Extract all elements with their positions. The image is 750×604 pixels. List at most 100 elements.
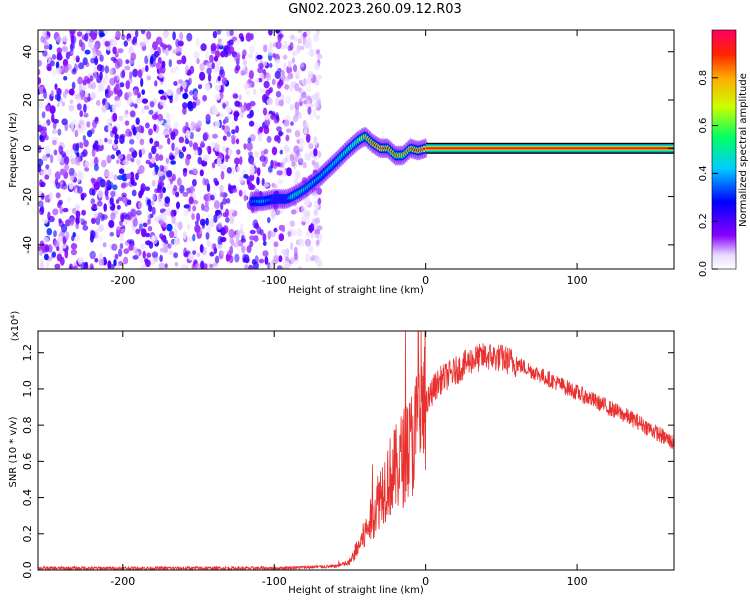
spectrogram-noise-cell — [122, 159, 129, 166]
spectrogram-noise-cell — [176, 59, 183, 65]
spectrogram-noise-cell — [234, 253, 240, 263]
spectrogram-noise-cell — [303, 122, 310, 130]
spectrogram-noise-cell — [258, 126, 264, 133]
snr-ticks: -200 -100 0 100 0.0 0.2 0.4 0.6 0.8 1.0 1.2 — [21, 331, 674, 588]
spectrogram-noise-cell — [51, 251, 57, 258]
snr-y-tick-label: 0.6 — [21, 453, 34, 471]
spectrogram-noise-cell — [240, 70, 246, 76]
spectrogram-noise-cell — [55, 192, 61, 199]
spectrogram-noise-cell — [242, 190, 247, 196]
spectrogram-noise-cell — [94, 116, 99, 122]
spectrogram-noise-cell — [285, 256, 290, 262]
spectrogram-noise-cell — [290, 209, 297, 215]
spectrogram-noise-cell — [315, 49, 321, 55]
spectrogram-noise-cell — [164, 239, 169, 245]
spectrogram-noise-cell — [158, 154, 164, 161]
spectrogram-noise-cell — [194, 224, 201, 233]
spectrogram-noise-cell — [104, 169, 111, 178]
spectrogram-noise-cell — [218, 152, 223, 157]
spectrogram-noise-cell — [110, 56, 117, 62]
spectrogram-noise-cell — [286, 167, 292, 177]
spectrogram-noise-cell — [273, 255, 279, 265]
spectrogram-noise-cell — [249, 184, 256, 191]
spectrogram-noise-cell — [194, 263, 201, 269]
spectrogram-noise-cell — [157, 144, 163, 150]
spectrogram-noise-cell — [193, 200, 199, 205]
spectrogram-noise-cell — [206, 145, 210, 152]
spectrogram-noise-cell — [111, 243, 118, 251]
spectrogram-noise-cell — [96, 234, 104, 242]
spectrogram-noise-cell — [118, 115, 124, 122]
spectrogram-noise-cell — [246, 175, 250, 185]
spectrogram-noise-cell — [158, 89, 165, 95]
snr-line-layer — [38, 331, 674, 570]
spectrogram-noise-cell — [256, 54, 263, 60]
spectrogram-noise-cell — [80, 124, 86, 133]
spectrogram-noise-cell — [278, 33, 284, 39]
spectrogram-noise-cell — [145, 240, 152, 246]
spectrogram-noise-cell — [262, 250, 269, 257]
spectrogram-noise-cell — [38, 69, 41, 76]
spectrogram-noise-cell — [166, 183, 172, 190]
spectrogram-noise-cell — [139, 41, 146, 47]
spectrogram-noise-cell — [236, 149, 241, 155]
spectrogram-noise-cell — [183, 230, 187, 240]
spectrogram-noise-cell — [58, 199, 63, 206]
spectrogram-noise-cell — [101, 79, 107, 86]
spectrogram-noise-cell — [97, 143, 104, 152]
spectrogram-noise-cell — [219, 66, 224, 76]
spectrogram-noise-cell — [267, 231, 271, 240]
spectrogram-noise-cell — [57, 128, 62, 136]
spectrogram-noise-cell — [268, 87, 273, 94]
spectrogram-noise-cell — [308, 143, 314, 150]
spectrogram-noise-cell — [140, 243, 146, 250]
spectrogram-noise-cell — [232, 94, 239, 99]
spectrogram-noise-cell — [83, 96, 89, 103]
spectrogram-noise-cell — [116, 204, 121, 210]
spectrogram-noise-cell — [263, 80, 270, 89]
spectrogram-noise-cell — [135, 126, 140, 133]
spectrogram-noise-cell — [220, 170, 225, 180]
spectrogram-noise-cell — [283, 62, 287, 71]
spectrogram-noise-cell — [312, 140, 318, 146]
spectrogram-noise-cell — [303, 128, 308, 134]
spectrogram-noise-cell — [168, 250, 174, 256]
spectrogram-noise-cell — [153, 123, 157, 132]
spectrogram-noise-cell — [202, 177, 206, 186]
spectrogram-noise-cell — [80, 42, 86, 52]
spectrogram-noise-cell — [192, 101, 197, 109]
spectrogram-noise-cell — [199, 71, 206, 81]
spectrogram-noise-cell — [193, 51, 200, 59]
spectrogram-noise-cell — [128, 46, 134, 55]
spectrogram-noise-cell — [221, 77, 228, 86]
spectrogram-noise-cell — [44, 41, 50, 50]
spectrogram-noise-cell — [303, 198, 310, 206]
spectrogram-noise-cell — [233, 111, 240, 117]
spectrogram-noise-cell — [115, 30, 121, 39]
spectrogram-noise-cell — [315, 79, 320, 86]
spectrogram-noise-cell — [205, 217, 209, 226]
spectrogram-noise-cell — [62, 207, 69, 213]
spectrogram-noise-cell — [257, 67, 264, 74]
spectrogram-noise-cell — [51, 69, 56, 78]
spectrogram-noise-cell — [174, 221, 179, 227]
spectrogram-noise-cell — [287, 231, 292, 237]
snr-y-tick-label: 0.0 — [21, 561, 34, 579]
spectrogram-noise-cell — [248, 120, 255, 127]
spectrogram-noise-cell — [182, 192, 189, 197]
spectrogram-noise-layer — [38, 30, 323, 269]
spectrogram-noise-cell — [201, 140, 205, 146]
spectrogram-noise-cell — [216, 30, 222, 35]
spectrogram-noise-cell — [54, 178, 59, 186]
spectrogram-noise-cell — [113, 75, 118, 83]
spectrogram-noise-cell — [290, 154, 294, 162]
spectrogram-noise-cell — [211, 104, 217, 113]
spectrogram-noise-cell — [269, 62, 273, 68]
spectrogram-noise-cell — [65, 219, 71, 227]
spectrogram-noise-cell — [149, 101, 155, 108]
spectrogram-noise-cell — [175, 38, 180, 48]
spectrogram-noise-cell — [169, 155, 175, 160]
spectrogram-y-axis-label: Frequency (Hz) — [8, 112, 19, 188]
